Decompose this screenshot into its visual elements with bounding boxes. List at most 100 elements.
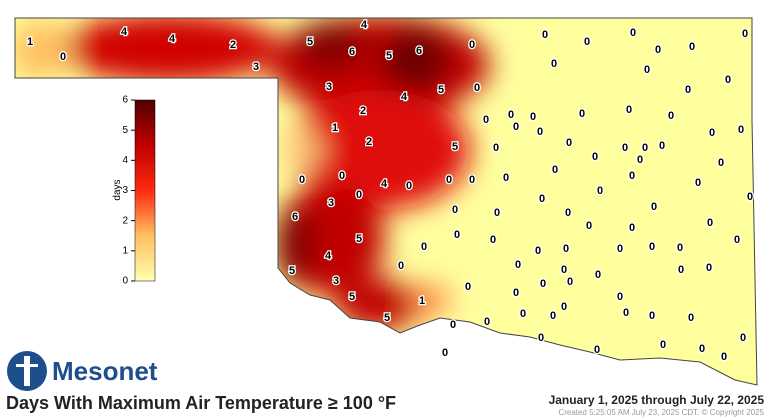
station-value: 3: [253, 61, 259, 73]
station-value: 0: [450, 319, 456, 331]
station-value: 4: [361, 19, 368, 31]
station-value: 2: [366, 136, 372, 148]
station-value: 0: [718, 157, 724, 169]
station-value: 0: [561, 264, 567, 276]
colorbar-tick-label: 4: [122, 155, 128, 166]
station-value: 0: [563, 243, 569, 255]
station-value: 0: [60, 51, 66, 63]
station-value: 0: [566, 137, 572, 149]
station-value: 1: [332, 122, 338, 134]
station-value: 0: [637, 154, 643, 166]
station-value: 0: [579, 108, 585, 120]
station-value: 0: [738, 124, 744, 136]
station-value: 0: [678, 264, 684, 276]
station-value: 2: [230, 39, 236, 51]
station-value: 4: [401, 91, 408, 103]
colorbar-tick-label: 0: [122, 276, 128, 287]
station-value: 0: [494, 207, 500, 219]
station-value: 1: [419, 295, 425, 307]
station-value: 0: [421, 241, 427, 253]
station-value: 0: [747, 191, 753, 203]
station-value: 0: [651, 201, 657, 213]
station-value: 3: [326, 81, 332, 93]
station-value: 6: [292, 211, 298, 223]
logo-text: Mesonet: [52, 356, 158, 386]
date-range: January 1, 2025 through July 22, 2025: [549, 393, 765, 407]
station-value: 0: [725, 74, 731, 86]
station-value: 5: [307, 36, 313, 48]
station-value: 0: [649, 310, 655, 322]
station-value: 0: [655, 44, 661, 56]
station-value: 0: [626, 104, 632, 116]
colorbar-tick-label: 1: [122, 245, 128, 256]
station-value: 0: [474, 82, 480, 94]
station-value: 5: [289, 265, 295, 277]
station-value: 0: [668, 110, 674, 122]
station-value: 0: [740, 332, 746, 344]
station-value: 0: [685, 84, 691, 96]
station-value: 0: [592, 151, 598, 163]
station-value: 4: [169, 33, 176, 45]
station-value: 0: [551, 58, 557, 70]
station-value: 0: [617, 291, 623, 303]
station-value: 0: [513, 121, 519, 133]
station-value: 0: [586, 220, 592, 232]
station-value: 5: [438, 84, 444, 96]
station-value: 0: [699, 343, 705, 355]
station-value: 0: [493, 142, 499, 154]
station-value: 4: [381, 178, 388, 190]
station-value: 0: [508, 109, 514, 121]
station-value: 0: [642, 142, 648, 154]
station-value: 0: [677, 242, 683, 254]
station-value: 0: [594, 344, 600, 356]
station-value: 3: [333, 275, 339, 287]
station-value: 0: [552, 164, 558, 176]
station-value: 0: [630, 27, 636, 39]
station-value: 0: [695, 177, 701, 189]
station-value: 0: [442, 347, 448, 359]
station-value: 5: [384, 312, 390, 324]
station-value: 3: [328, 197, 334, 209]
station-value: 0: [550, 310, 556, 322]
station-value: 0: [688, 312, 694, 324]
station-value: 0: [469, 39, 475, 51]
station-value: 0: [597, 185, 603, 197]
station-value: 0: [513, 287, 519, 299]
station-value: 0: [356, 189, 362, 201]
station-value: 0: [454, 229, 460, 241]
station-value: 4: [121, 26, 128, 38]
station-value: 0: [629, 222, 635, 234]
station-value: 0: [406, 180, 412, 192]
station-value: 0: [483, 114, 489, 126]
station-value: 0: [520, 308, 526, 320]
station-value: 0: [542, 29, 548, 41]
station-value: 0: [659, 140, 665, 152]
station-value: 0: [644, 64, 650, 76]
logo-icon: [7, 351, 47, 391]
station-value: 0: [540, 278, 546, 290]
colorbar-tick-label: 5: [122, 125, 128, 136]
station-value: 5: [386, 50, 392, 62]
station-value: 0: [623, 307, 629, 319]
station-value: 0: [689, 41, 695, 53]
station-value: 0: [503, 172, 509, 184]
station-value: 2: [360, 105, 366, 117]
station-value: 0: [530, 111, 536, 123]
station-value: 5: [349, 291, 355, 303]
station-value: 0: [490, 234, 496, 246]
station-value: 0: [398, 260, 404, 272]
station-value: 6: [349, 46, 355, 58]
station-value: 0: [721, 351, 727, 363]
colorbar-tick-label: 3: [122, 185, 128, 196]
station-value: 0: [707, 217, 713, 229]
created-note: Created 5:25:05 AM July 23, 2025 CDT. © …: [558, 408, 764, 417]
station-value: 0: [539, 193, 545, 205]
station-value: 0: [561, 301, 567, 313]
station-value: 0: [469, 174, 475, 186]
colorbar-tick-label: 2: [122, 215, 128, 226]
colorbar-tick-label: 6: [122, 95, 128, 106]
station-value: 0: [339, 170, 345, 182]
station-value: 1: [27, 36, 33, 48]
